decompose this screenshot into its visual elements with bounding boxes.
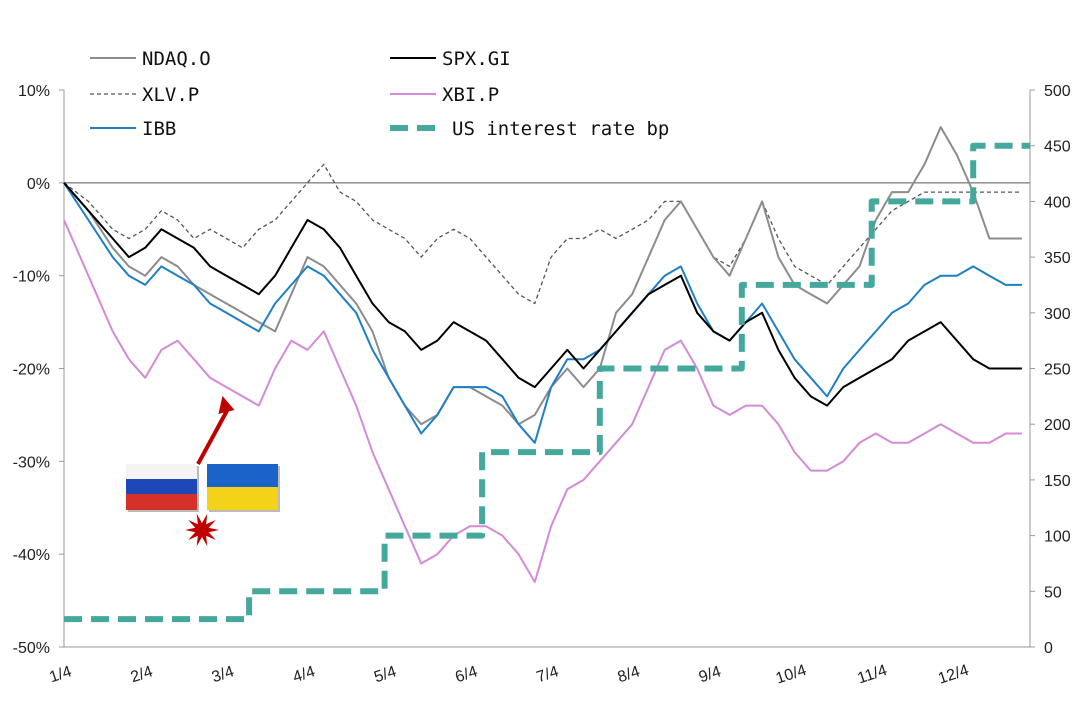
y-left-tick-label: -20% (13, 362, 50, 379)
y-left-tick-label: -50% (13, 640, 50, 657)
series-line-ndaq-o (63, 126, 1022, 426)
x-tick-label: 1/4 (47, 663, 74, 686)
y-right-tick-label: 150 (1044, 473, 1071, 490)
legend-label: US interest rate bp (452, 118, 669, 140)
x-tick-label: 11/4 (856, 662, 890, 687)
series-line-xlv-p (63, 163, 1022, 305)
russia-ukraine-annotation (126, 396, 280, 547)
legend-label: XBI.P (442, 84, 499, 106)
y-right-tick-label: 400 (1044, 194, 1071, 211)
series-line-us-interest-rate-bp (64, 142, 1030, 623)
legend-label: IBB (142, 118, 176, 140)
x-tick-label: 4/4 (291, 663, 318, 686)
y-right-tick-label: 500 (1044, 83, 1071, 100)
y-left-tick-label: 10% (18, 83, 50, 100)
x-tick-label: 8/4 (616, 663, 643, 686)
chart-axes: 10%0%-10%-20%-30%-40%-50%500450400350300… (13, 83, 1071, 688)
y-right-tick-label: 200 (1044, 417, 1071, 434)
x-tick-label: 3/4 (210, 663, 237, 686)
legend: NDAQ.O SPX.GI XLV.P XBI.P IBB US interest rat… (90, 48, 669, 140)
y-right-tick-label: 350 (1044, 250, 1071, 267)
x-tick-label: 5/4 (372, 663, 399, 686)
x-tick-label: 6/4 (453, 663, 480, 686)
legend-label: SPX.GI (442, 48, 511, 70)
x-tick-label: 10/4 (774, 662, 809, 688)
legend-label: NDAQ.O (142, 48, 211, 70)
y-right-tick-label: 50 (1044, 584, 1062, 601)
annotation-arrow (196, 407, 231, 465)
x-tick-label: 2/4 (129, 663, 156, 686)
ukraine-flag-icon (207, 464, 280, 512)
y-left-tick-label: 0% (27, 176, 50, 193)
series-line-spx-gi (63, 182, 1022, 407)
x-tick-label: 7/4 (534, 663, 561, 686)
y-right-tick-label: 0 (1044, 640, 1053, 657)
y-right-tick-label: 450 (1044, 139, 1071, 156)
series-line-ibb (63, 182, 1022, 444)
legend-label: XLV.P (142, 84, 199, 106)
x-tick-label: 12/4 (936, 662, 971, 688)
y-right-tick-label: 250 (1044, 362, 1071, 379)
y-right-tick-label: 300 (1044, 306, 1071, 323)
series-line-xbi-p (63, 219, 1022, 583)
y-right-tick-label: 100 (1044, 529, 1071, 546)
x-tick-label: 9/4 (697, 663, 724, 686)
y-left-tick-label: -40% (13, 547, 50, 564)
y-left-tick-label: -30% (13, 454, 50, 471)
annotation-arrowhead (218, 396, 235, 414)
series-layer (63, 126, 1030, 623)
y-left-tick-label: -10% (13, 269, 50, 286)
explosion-icon (185, 513, 219, 547)
russia-flag-icon (126, 464, 199, 512)
